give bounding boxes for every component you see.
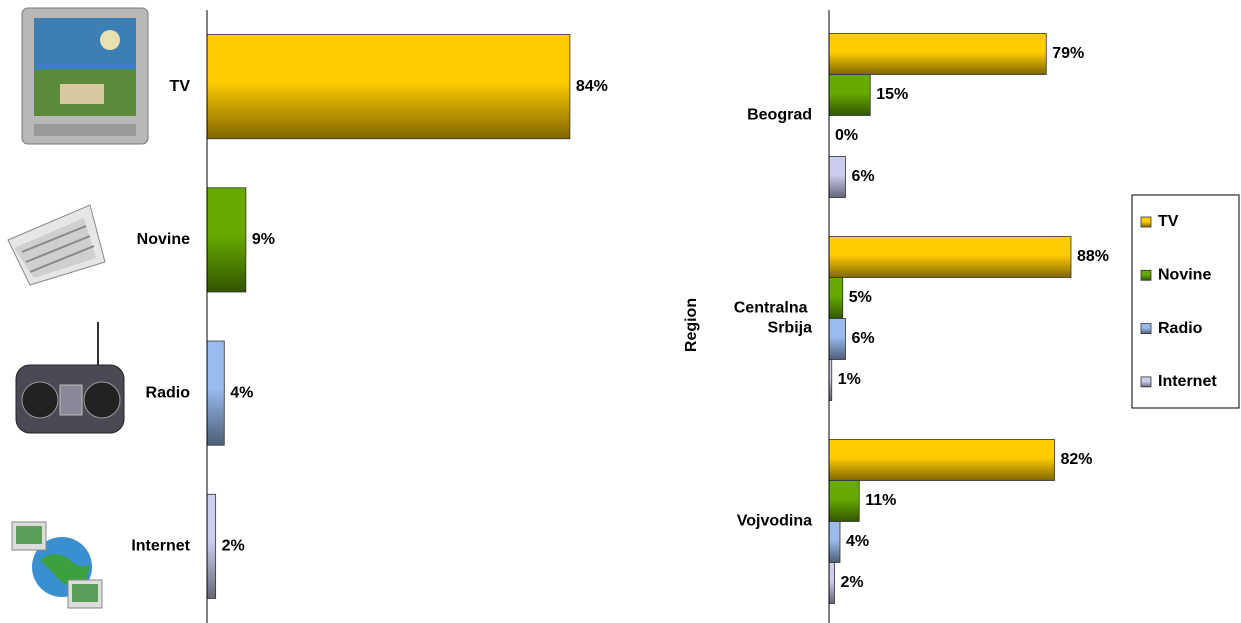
legend-swatch xyxy=(1140,216,1152,228)
bar xyxy=(206,340,225,446)
bar xyxy=(828,562,835,604)
legend-label: Radio xyxy=(1158,320,1203,337)
category-label: Novine xyxy=(137,231,190,248)
value-label: 2% xyxy=(222,538,245,555)
legend-label: Internet xyxy=(1158,373,1217,390)
bar xyxy=(206,34,571,140)
value-label: 11% xyxy=(865,492,896,509)
value-label: 82% xyxy=(1061,451,1093,468)
value-label: 84% xyxy=(576,78,608,95)
value-label: 2% xyxy=(841,574,864,591)
axis-title: Region xyxy=(683,298,700,352)
legend-box xyxy=(1131,194,1240,409)
category-label: TV xyxy=(170,78,191,95)
legend-label: Novine xyxy=(1158,267,1211,284)
bar xyxy=(206,187,247,293)
bar xyxy=(828,521,841,563)
category-label: Internet xyxy=(131,538,190,555)
bar xyxy=(828,33,1047,75)
bar xyxy=(828,318,846,360)
value-label: 5% xyxy=(849,289,872,306)
value-label: 4% xyxy=(846,533,869,550)
radio-icon xyxy=(15,322,125,434)
category-label: Beograd xyxy=(747,107,812,124)
value-label: 88% xyxy=(1077,248,1109,265)
legend-swatch xyxy=(1140,376,1152,388)
legend-swatch xyxy=(1140,323,1152,335)
bar xyxy=(828,236,1072,278)
value-label: 1% xyxy=(838,371,861,388)
value-label: 79% xyxy=(1052,45,1084,62)
category-label: Centralna Srbija xyxy=(734,300,812,337)
value-label: 6% xyxy=(852,168,875,185)
bar xyxy=(828,74,871,116)
newspaper-icon xyxy=(7,204,106,286)
value-label: 15% xyxy=(876,86,908,103)
bar xyxy=(828,277,844,319)
value-label: 0% xyxy=(835,127,858,144)
legend-swatch xyxy=(1140,269,1152,281)
value-label: 9% xyxy=(252,231,275,248)
bar xyxy=(828,439,1055,481)
value-label: 6% xyxy=(852,330,875,347)
bar xyxy=(828,156,846,198)
category-label: Radio xyxy=(146,384,191,401)
value-label: 4% xyxy=(230,384,253,401)
category-label: Vojvodina xyxy=(737,513,812,530)
tv-icon xyxy=(21,7,149,145)
internet-icon xyxy=(11,521,103,609)
legend-label: TV xyxy=(1158,213,1179,230)
bar xyxy=(828,480,860,522)
bar xyxy=(206,493,217,599)
